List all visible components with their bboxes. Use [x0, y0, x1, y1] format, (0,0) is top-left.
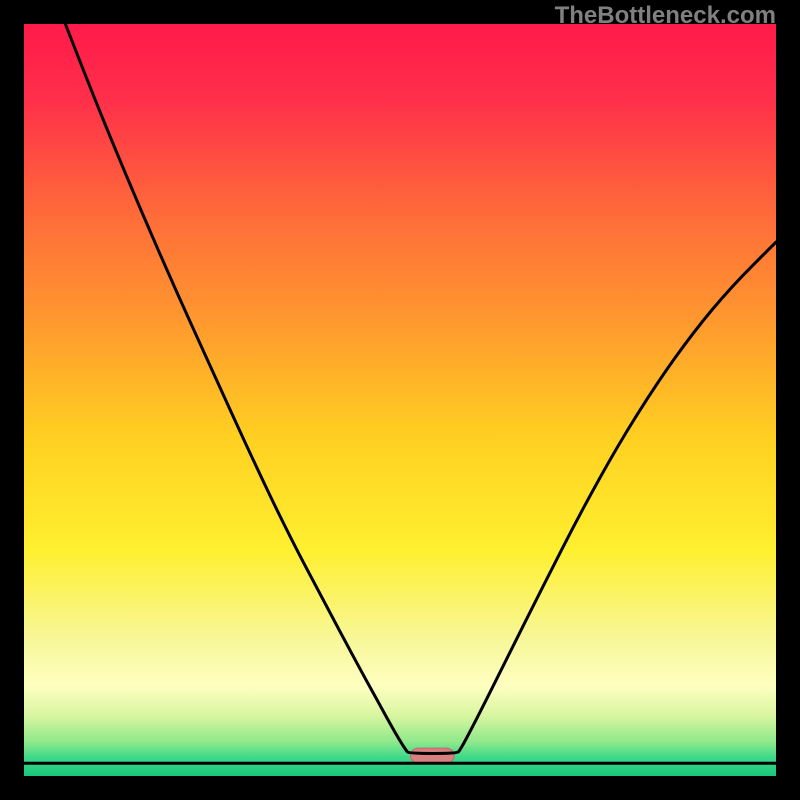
optimal-point-marker: [411, 748, 455, 763]
chart-frame: TheBottleneck.com: [0, 0, 800, 800]
plot-area: [24, 24, 776, 776]
bottleneck-chart: [24, 24, 776, 776]
gradient-background: [24, 24, 776, 776]
watermark-label: TheBottleneck.com: [555, 2, 776, 30]
